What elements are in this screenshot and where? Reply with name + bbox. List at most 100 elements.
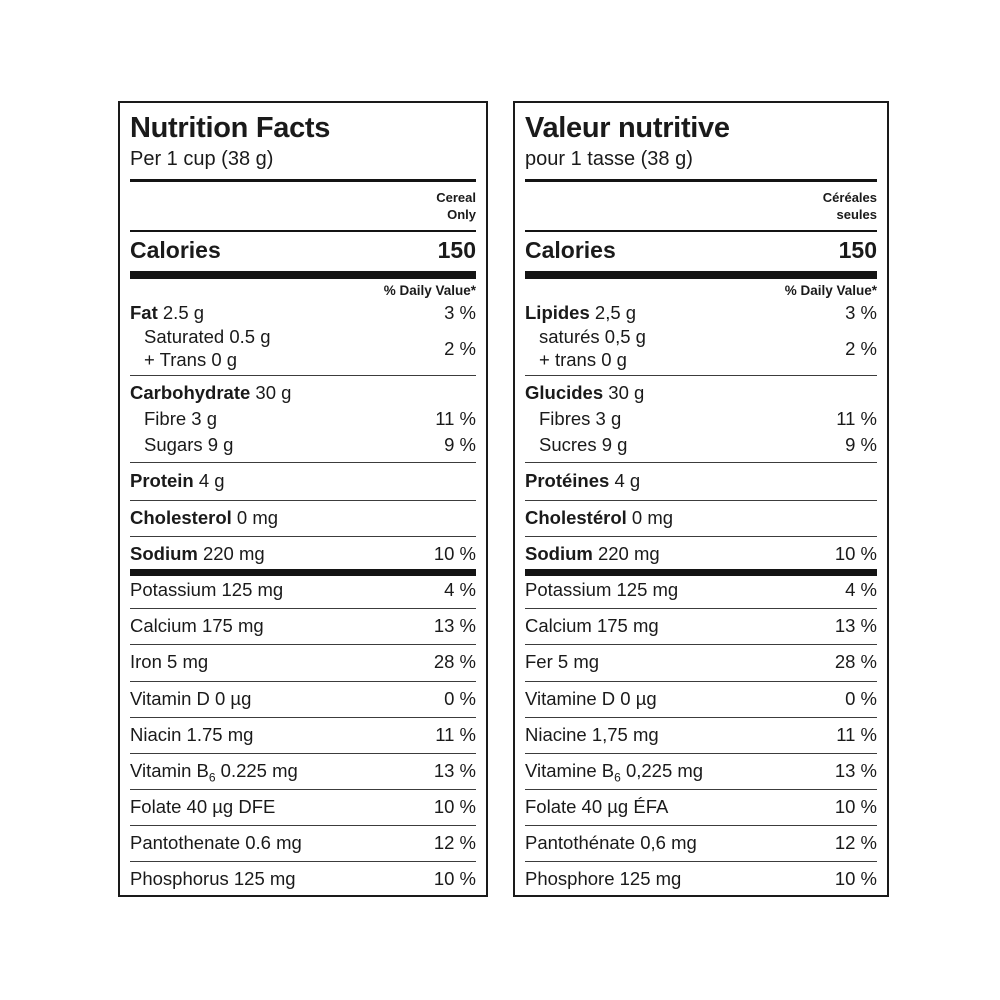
separator — [525, 644, 877, 646]
protein-label: Protein 4 g — [130, 470, 225, 492]
separator — [525, 861, 877, 863]
vitamine-b6-label: Vitamine B6 0,225 mg — [525, 759, 704, 785]
calories-row-en: Calories 150 — [130, 232, 476, 271]
row-potassium: Potassium 125 mg 4 % — [130, 576, 476, 605]
folate-label: Folate 40 µg DFE — [130, 796, 276, 818]
sucres-dv: 9 % — [845, 434, 877, 456]
row-fer: Fer 5 mg 28 % — [525, 648, 877, 677]
row-phosphore: Phosphore 125 mg 10 % — [525, 865, 877, 894]
column-note-line1-en: Cereal — [436, 190, 476, 206]
calcium-dv: 13 % — [433, 615, 476, 637]
fat-label: Fat 2.5 g — [130, 302, 205, 324]
sodium-fr-label: Sodium 220 mg — [525, 542, 660, 564]
sugars-label: Sugars 9 g — [144, 434, 234, 456]
fibre-label: Fibre 3 g — [144, 408, 218, 429]
daily-value-header-en: % Daily Value* — [383, 283, 476, 299]
daily-value-header-fr: % Daily Value* — [784, 283, 877, 299]
separator — [525, 462, 877, 464]
potassium-fr-label: Potassium 125 mg — [525, 578, 679, 600]
panel-nutrition-fr: Valeur nutritive pour 1 tasse (38 g) Cér… — [513, 101, 889, 897]
separator — [525, 608, 877, 610]
rule-under-serving-en — [130, 179, 476, 183]
separator — [525, 752, 877, 754]
row-sodium-fr: Sodium 220 mg 10 % — [525, 540, 877, 569]
pantothenate-fr-dv: 12 % — [834, 832, 877, 854]
row-pantothenate-fr: Pantothénate 0,6 mg 12 % — [525, 829, 877, 858]
separator — [525, 825, 877, 827]
calories-value-fr: 150 — [838, 237, 877, 264]
niacin-dv: 11 % — [435, 723, 476, 745]
row-glucides: Glucides 30 g — [525, 380, 877, 406]
cholesterol-label: Cholesterol 0 mg — [130, 506, 279, 528]
satures-trans-dv: 2 % — [845, 337, 877, 359]
fibres-dv: 11 % — [836, 408, 877, 429]
lipides-dv: 3 % — [845, 302, 877, 324]
calcium-label: Calcium 175 mg — [130, 615, 264, 637]
folate-fr-label: Folate 40 µg ÉFA — [525, 796, 669, 818]
lipides-label: Lipides 2,5 g — [525, 302, 637, 324]
separator — [525, 374, 877, 376]
glucides-label: Glucides 30 g — [525, 381, 645, 403]
sugars-dv: 9 % — [444, 434, 476, 456]
separator — [130, 608, 476, 610]
row-lipides: Lipides 2,5 g 3 % — [525, 300, 877, 326]
sodium-dv: 10 % — [433, 542, 476, 564]
pantothenate-fr-label: Pantothénate 0,6 mg — [525, 832, 697, 854]
column-note-en: Cereal Only — [130, 190, 476, 224]
separator — [130, 462, 476, 464]
row-sugars: Sugars 9 g 9 % — [130, 432, 476, 458]
calcium-fr-label: Calcium 175 mg — [525, 615, 659, 637]
separator — [130, 644, 476, 646]
vitamin-b6-label: Vitamin B6 0.225 mg — [130, 759, 298, 785]
folate-dv: 10 % — [433, 796, 476, 818]
row-folate-fr: Folate 40 µg ÉFA 10 % — [525, 793, 877, 822]
satures-trans-label: saturés 0,5 g + trans 0 g — [539, 326, 646, 370]
row-sodium: Sodium 220 mg 10 % — [130, 540, 476, 569]
bar-under-calories-en — [130, 271, 476, 280]
separator — [130, 374, 476, 376]
vitamin-d-label: Vitamin D 0 µg — [130, 687, 252, 709]
proteines-label: Protéines 4 g — [525, 470, 641, 492]
row-vitamin-d: Vitamin D 0 µg 0 % — [130, 685, 476, 714]
row-vitamin-b6: Vitamin B6 0.225 mg 13 % — [130, 757, 476, 786]
fibre-dv: 11 % — [435, 408, 476, 429]
sodium-fr-dv: 10 % — [834, 542, 877, 564]
row-fibres: Fibres 3 g 11 % — [525, 406, 877, 432]
fat-dv: 3 % — [444, 302, 476, 324]
fer-label: Fer 5 mg — [525, 651, 600, 673]
potassium-label: Potassium 125 mg — [130, 578, 284, 600]
bar-under-sodium-en — [130, 568, 476, 576]
pantothenate-label: Pantothenate 0.6 mg — [130, 832, 302, 854]
separator — [525, 499, 877, 501]
column-note-fr: Céréales seules — [525, 190, 877, 224]
saturated-trans-label: Saturated 0.5 g + Trans 0 g — [144, 326, 271, 370]
row-pantothenate: Pantothenate 0.6 mg 12 % — [130, 829, 476, 858]
saturated-trans-dv: 2 % — [444, 337, 476, 359]
sucres-label: Sucres 9 g — [539, 434, 628, 456]
folate-fr-dv: 10 % — [834, 796, 877, 818]
phosphorus-label: Phosphorus 125 mg — [130, 868, 296, 890]
calories-label-en: Calories — [130, 237, 221, 264]
pantothenate-dv: 12 % — [433, 832, 476, 854]
row-iron: Iron 5 mg 28 % — [130, 648, 476, 677]
sodium-label: Sodium 220 mg — [130, 542, 265, 564]
row-niacine: Niacine 1,75 mg 11 % — [525, 721, 877, 750]
calcium-fr-dv: 13 % — [834, 615, 877, 637]
calories-value-en: 150 — [437, 237, 476, 264]
niacin-label: Niacin 1.75 mg — [130, 723, 254, 745]
potassium-dv: 4 % — [444, 578, 476, 600]
column-note-line1-fr: Céréales — [822, 190, 877, 206]
row-vitamine-d: Vitamine D 0 µg 0 % — [525, 685, 877, 714]
row-folate: Folate 40 µg DFE 10 % — [130, 793, 476, 822]
fer-dv: 28 % — [834, 651, 877, 673]
row-fibre: Fibre 3 g 11 % — [130, 406, 476, 432]
rule-under-serving-fr — [525, 179, 877, 183]
cholesterol-fr-label: Cholestérol 0 mg — [525, 506, 674, 528]
panel-nutrition-en: Nutrition Facts Per 1 cup (38 g) Cereal … — [118, 101, 488, 897]
row-carbohydrate: Carbohydrate 30 g — [130, 380, 476, 406]
row-phosphorus: Phosphorus 125 mg 10 % — [130, 865, 476, 894]
serving-size-fr: pour 1 tasse (38 g) — [525, 148, 693, 171]
panel-title-fr: Valeur nutritive — [525, 112, 730, 144]
carbohydrate-label: Carbohydrate 30 g — [130, 381, 292, 403]
